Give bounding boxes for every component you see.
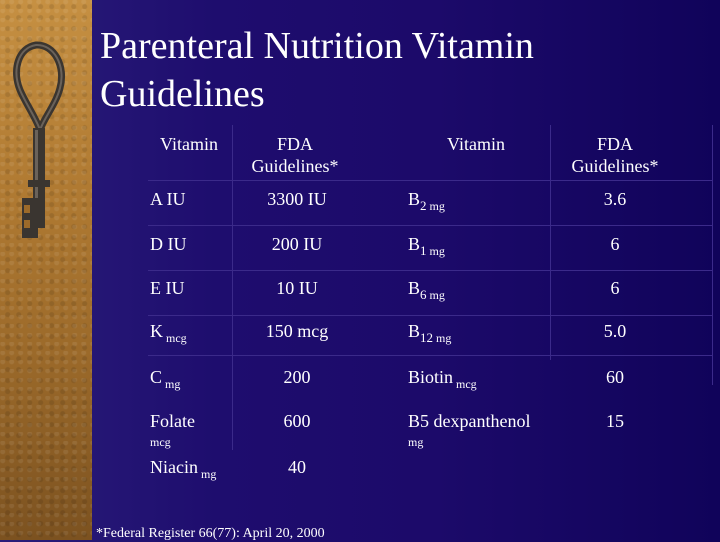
table-grid-line [148, 315, 713, 316]
header-fda-right: FDA Guidelines* [571, 134, 659, 176]
vitamin-name: B [408, 189, 421, 209]
left-fda-value: 3300 IU [267, 189, 327, 209]
right-fda-value: 15 [606, 411, 624, 431]
table-grid-line [148, 180, 713, 181]
right-fda-value: 60 [606, 367, 624, 387]
right-vitamin-name: B1 mg [408, 233, 445, 258]
vitamin-name: B [408, 278, 421, 298]
vitamin-name: D IU [150, 234, 187, 254]
right-vitamin-name: Biotin mcg [408, 366, 477, 391]
left-vitamin-name: D IU [150, 233, 187, 255]
header-fda-left: FDA Guidelines* [251, 134, 339, 176]
right-vitamin-name: B5 dexpanthenol [408, 410, 530, 432]
left-vitamin-name: Folate [150, 410, 195, 432]
vitamin-name: Folate [150, 411, 195, 431]
left-fda-value: 200 IU [271, 234, 323, 254]
right-vitamin-name: B6 mg [408, 277, 445, 302]
vitamin-unit: mg [426, 288, 445, 302]
vitamin-unit: mcg [453, 377, 477, 391]
vitamin-unit: mcg [150, 435, 171, 449]
vitamin-unit: mg [197, 467, 217, 481]
page-title: Parenteral Nutrition Vitamin Guidelines [100, 25, 534, 115]
right-fda-value: 6 [610, 278, 620, 298]
vitamin-name: B [408, 321, 421, 341]
right-fda-value: 6 [610, 234, 620, 254]
vitamin-name: B5 dexpanthenol [408, 411, 531, 431]
left-vitamin-name: K mcg [150, 320, 187, 345]
left-vitamin-name: C mg [150, 366, 181, 391]
right-vitamin-name: B2 mg [408, 188, 445, 213]
right-fda-value: 5.0 [603, 321, 627, 341]
vitamin-unit: mg [426, 244, 445, 258]
vitamin-name: A IU [150, 189, 186, 209]
left-vitamin-name: A IU [150, 188, 186, 210]
table-grid-line [550, 125, 551, 360]
table-grid-line [148, 225, 713, 226]
vitamin-name: B [408, 234, 421, 254]
antique-key-icon [13, 41, 65, 238]
vitamin-unit: mg [408, 435, 424, 449]
table-grid-line [232, 125, 233, 450]
vitamin-unit: mg [426, 199, 445, 213]
left-fda-value: 600 [283, 411, 311, 431]
table-grid-line [148, 270, 713, 271]
vitamin-subscript: 1 [420, 243, 427, 258]
decorative-texture-strip [0, 0, 92, 540]
left-vitamin-name: Niacin mg [150, 456, 217, 481]
left-fda-value: 200 [283, 367, 311, 387]
vitamin-unit: mg [433, 331, 452, 345]
footnote: *Federal Register 66(77): April 20, 2000 [96, 526, 325, 541]
right-fda-value: 3.6 [603, 189, 627, 209]
vitamin-name: Niacin [150, 457, 198, 477]
left-fda-value: 10 IU [276, 278, 318, 298]
left-fda-value: 40 [288, 457, 306, 477]
vitamin-name: E IU [150, 278, 185, 298]
table-grid-line [712, 125, 713, 385]
left-vitamin-name: E IU [150, 277, 185, 299]
vitamin-name: Biotin [408, 367, 454, 387]
header-vitamin-right: Vitamin [447, 134, 505, 154]
left-fda-value: 150 mcg [265, 321, 329, 341]
vitamin-subscript: 2 [420, 198, 427, 213]
vitamin-name: C [150, 367, 163, 387]
vitamin-unit: mg [162, 377, 181, 391]
header-vitamin-left: Vitamin [160, 134, 218, 154]
vitamin-subscript: 6 [420, 287, 427, 302]
vitamin-unit: mcg [163, 331, 187, 345]
right-vitamin-name: B12 mg [408, 320, 452, 345]
vitamin-name: K [150, 321, 163, 341]
vitamin-subscript: 12 [420, 330, 434, 345]
table-grid-line [148, 355, 713, 356]
